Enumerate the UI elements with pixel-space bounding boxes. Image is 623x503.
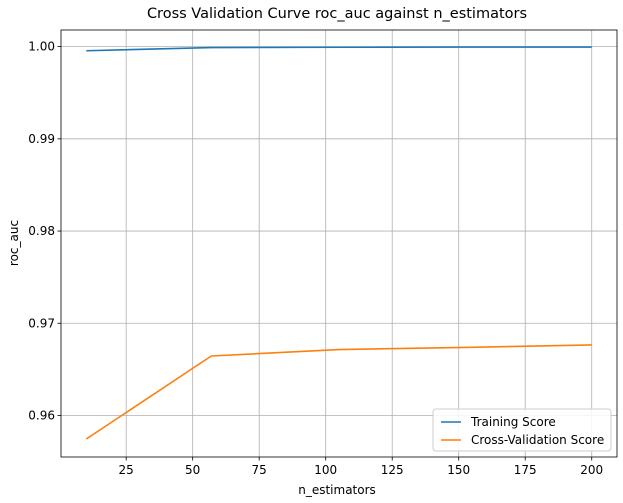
y-tick-label: 0.97 [28, 316, 55, 330]
x-tick-label: 125 [381, 463, 404, 477]
chart-title: Cross Validation Curve roc_auc against n… [147, 6, 527, 22]
x-axis-title: n_estimators [298, 483, 376, 497]
x-tick-label: 75 [252, 463, 267, 477]
series-line-cross-validation-score [85, 344, 592, 440]
legend-label-training-score: Training Score [470, 415, 556, 429]
grid [61, 30, 617, 457]
y-axis-title: roc_auc [7, 220, 21, 266]
series-lines [85, 46, 592, 440]
x-tick-label: 200 [580, 463, 603, 477]
y-tick-label: 0.96 [28, 409, 55, 423]
y-tick-label: 0.99 [28, 132, 55, 146]
series-line-training-score [86, 46, 592, 52]
legend: Training Score Cross-Validation Score [432, 408, 612, 452]
legend-label-cross-validation-score: Cross-Validation Score [471, 433, 604, 447]
plot-frame [60, 29, 618, 458]
x-tick-label: 100 [314, 463, 337, 477]
x-tick-label: 25 [119, 463, 134, 477]
y-tick-label: 1.00 [28, 40, 55, 54]
x-tick-label: 150 [447, 463, 470, 477]
legend-box [432, 408, 612, 452]
axis-ticks: 25 50 75 100 125 150 175 200 0.96 0.97 0.98 0.99 1.0… [28, 40, 603, 477]
y-tick-label: 0.98 [28, 224, 55, 238]
x-tick-label: 175 [514, 463, 537, 477]
x-tick-label: 50 [185, 463, 200, 477]
